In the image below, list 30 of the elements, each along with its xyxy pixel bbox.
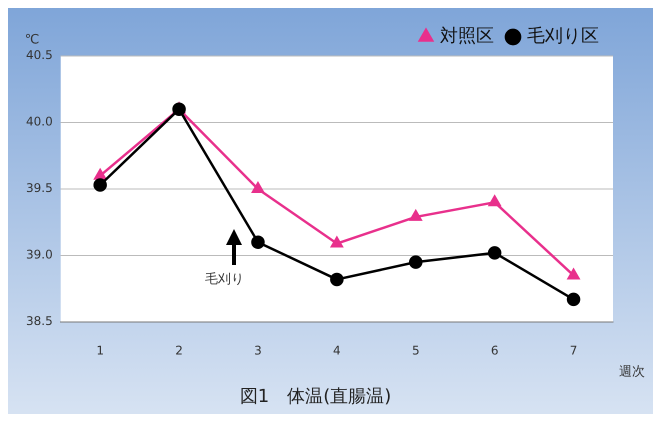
point <box>488 196 501 206</box>
y-tick-label: 38.5 <box>26 314 53 328</box>
x-tick-label: 7 <box>570 343 578 358</box>
annotation: 毛刈り <box>204 272 244 287</box>
x-tick-label: 5 <box>412 343 420 358</box>
x-tick-label: 1 <box>96 343 104 358</box>
text: 図1 体温(直腸温) <box>240 386 392 407</box>
y-tick-label: 40.5 <box>26 48 53 62</box>
x-tick-label: 2 <box>175 343 183 358</box>
point <box>251 235 265 249</box>
point <box>330 272 344 286</box>
point <box>410 210 422 221</box>
point <box>330 236 343 248</box>
point <box>409 255 423 269</box>
y-tick-label: 40.0 <box>26 114 53 129</box>
legend-label: 毛刈り区 <box>527 26 599 47</box>
point <box>93 178 107 192</box>
point <box>94 168 106 180</box>
legend-label: 対照区 <box>440 26 494 47</box>
x-tick-label: 4 <box>333 343 341 358</box>
x-tick-label: 3 <box>254 343 262 358</box>
y-tick-label: 39.5 <box>26 181 53 196</box>
point <box>566 292 580 306</box>
point <box>568 268 580 280</box>
y-axis-title: ℃ <box>24 32 40 48</box>
x-tick-label: 6 <box>490 343 498 358</box>
x-axis-title: 週次 <box>619 364 645 380</box>
point <box>488 246 502 260</box>
y-tick-label: 39.0 <box>26 248 53 262</box>
point <box>252 182 264 193</box>
